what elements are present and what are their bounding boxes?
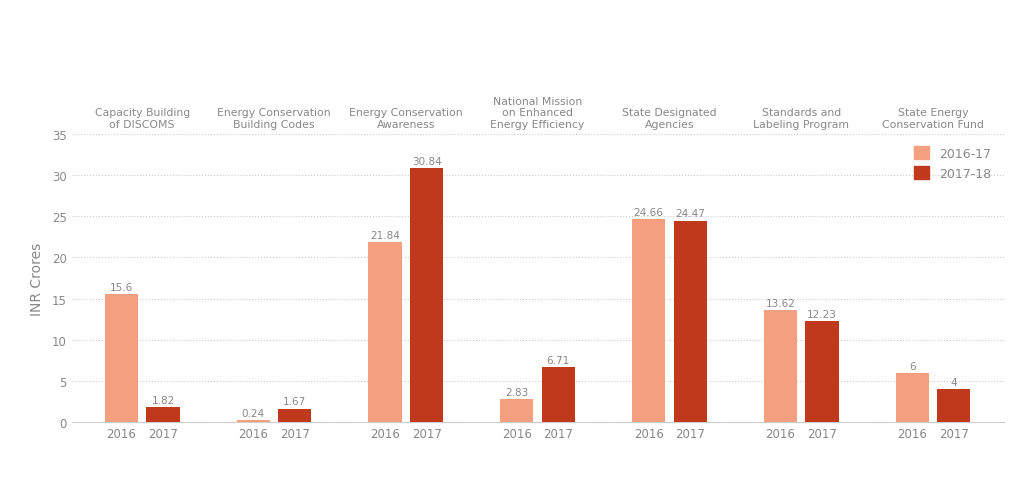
Text: 24.66: 24.66 (634, 207, 664, 217)
Text: 12.23: 12.23 (807, 310, 837, 320)
Text: National Mission
on Enhanced
Energy Efficiency: National Mission on Enhanced Energy Effi… (490, 96, 585, 130)
Text: 24.47: 24.47 (675, 209, 706, 219)
Legend: 2016-17, 2017-18: 2016-17, 2017-18 (907, 141, 997, 187)
Text: 4: 4 (950, 377, 957, 387)
Text: 21.84: 21.84 (370, 231, 400, 240)
Bar (410, 168, 443, 422)
Text: Standards and
Labeling Program: Standards and Labeling Program (754, 108, 849, 130)
Bar (279, 408, 311, 422)
Bar (896, 373, 929, 422)
Text: Energy Conservation
Building Codes: Energy Conservation Building Codes (217, 108, 331, 130)
Bar (542, 367, 574, 422)
Text: 1.67: 1.67 (284, 396, 306, 407)
Text: 6: 6 (909, 361, 915, 371)
Bar (369, 243, 401, 422)
Text: 13.62: 13.62 (766, 298, 796, 308)
Bar (104, 294, 138, 422)
Bar (764, 311, 797, 422)
Text: 1.82: 1.82 (152, 396, 175, 406)
Bar (501, 399, 534, 422)
Text: 0.24: 0.24 (242, 408, 265, 419)
Y-axis label: INR Crores: INR Crores (30, 242, 44, 315)
Bar (146, 408, 179, 422)
Bar (632, 219, 666, 422)
Text: Energy Conservation
Awareness: Energy Conservation Awareness (349, 108, 463, 130)
Text: 2.83: 2.83 (505, 387, 528, 397)
Text: 30.84: 30.84 (412, 156, 441, 167)
Bar (805, 322, 839, 422)
Bar (237, 420, 270, 422)
Text: State Designated
Agencies: State Designated Agencies (622, 108, 717, 130)
Text: State Energy
Conservation Fund: State Energy Conservation Fund (882, 108, 984, 130)
Bar (937, 389, 971, 422)
Text: 6.71: 6.71 (547, 355, 570, 365)
Bar (674, 221, 707, 422)
Text: 15.6: 15.6 (110, 282, 133, 292)
Text: Capacity Building
of DISCOMS: Capacity Building of DISCOMS (94, 108, 189, 130)
